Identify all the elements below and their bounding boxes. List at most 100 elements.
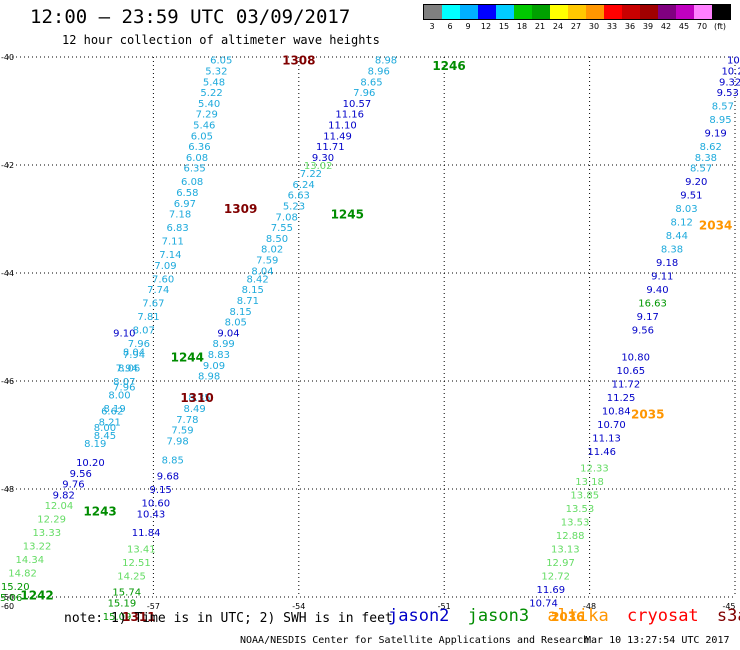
swh-value-label: 14.34 (15, 555, 44, 566)
legend-cryosat: cryosat (627, 606, 699, 626)
swh-value-label: 15.20 (1, 582, 30, 593)
swh-value-label: 7.55 (271, 223, 293, 234)
swh-value-label: 16.63 (638, 299, 667, 310)
swh-value-label: 13.33 (32, 528, 61, 539)
swh-value-label: 7.59 (171, 426, 193, 437)
color-scale-cell (532, 5, 550, 19)
swh-value-label: 8.85 (162, 455, 184, 466)
pass-time-label: 2034 (699, 218, 732, 232)
swh-value-label: 11.71 (316, 142, 345, 153)
swh-value-label: 8.07 (133, 326, 155, 337)
swh-value-label: 11.49 (323, 131, 352, 142)
swh-value-label: 10.2 (721, 67, 740, 78)
swh-value-label: 5.48 (203, 77, 225, 88)
swh-value-label: 13.22 (23, 542, 52, 553)
color-scale-cell (460, 5, 478, 19)
swh-value-label: 5.22 (200, 88, 222, 99)
swh-value-label: 13.18 (575, 477, 604, 488)
color-scale-cell (694, 5, 712, 19)
swh-value-label: 12.72 (541, 571, 570, 582)
pass-time-label: 1243 (83, 505, 116, 519)
color-scale-cell (712, 5, 730, 19)
color-scale-legend: 3 6 9 12 15 18 21 24 27 30 33 36 39 42 45 70 (ft) (423, 4, 731, 32)
page-title: 12:00 — 23:59 UTC 03/09/2017 (30, 6, 351, 28)
swh-value-label: 9.20 (685, 177, 707, 188)
color-scale-label: 15 (498, 22, 510, 31)
swh-value-label: 8.19 (103, 404, 125, 415)
swh-value-label: 11.46 (587, 447, 616, 458)
swh-value-label: 7.09 (154, 261, 176, 272)
swh-value-label: 6.08 (181, 177, 203, 188)
pass-time-label: 1310 (180, 391, 213, 405)
swh-value-label: 15.19 (108, 598, 137, 609)
legend-jason3: jason3 (467, 606, 530, 626)
swh-value-label: 15.06 (0, 593, 22, 604)
swh-value-label: 9.53 (717, 88, 739, 99)
swh-value-label: 7.59 (256, 256, 278, 267)
swh-value-label: 9.04 (217, 328, 239, 339)
color-scale-cell (568, 5, 586, 19)
swh-value-label: 12.29 (37, 515, 66, 526)
color-scale-cell (658, 5, 676, 19)
swh-value-label: 9.15 (150, 485, 172, 496)
y-tick-label: -48 (1, 485, 14, 494)
swh-value-label: 13.53 (561, 517, 590, 528)
swh-value-label: 8.04 (123, 347, 145, 358)
swh-value-label: 7.96 (113, 382, 135, 393)
color-scale-cell (640, 5, 658, 19)
swh-value-label: 10.43 (137, 509, 166, 520)
color-scale-label: 42 (660, 22, 672, 31)
color-scale-label: 18 (516, 22, 528, 31)
color-scale-cell (586, 5, 604, 19)
swh-value-label: 14.82 (8, 569, 37, 580)
color-scale-label: (ft) (713, 22, 727, 31)
swh-value-label: 8.03 (675, 204, 697, 215)
swh-value-label: 7.96 (128, 339, 150, 350)
footer: NOAA/NESDIS Center for Satellite Applica… (240, 635, 730, 646)
color-scale-cell (514, 5, 532, 19)
swh-value-label: 15.74 (112, 588, 141, 599)
swh-value-label: 9.51 (680, 191, 702, 202)
swh-value-label: 6.35 (183, 164, 205, 175)
corner-tick-label: -60 (1, 602, 14, 611)
swh-value-label: 5.46 (193, 121, 215, 132)
color-scale-label: 30 (588, 22, 600, 31)
swh-value-label: 8.57 (690, 164, 712, 175)
swh-value-label: 12.33 (580, 463, 609, 474)
swh-value-label: 7.22 (300, 169, 322, 180)
y-tick-label: -44 (1, 269, 14, 278)
swh-value-label: 5.32 (205, 67, 227, 78)
swh-value-label: 8.83 (208, 350, 230, 361)
swh-value-label: 6.83 (167, 223, 189, 234)
swh-value-label: 8.49 (183, 404, 205, 415)
swh-value-label: 9.76 (62, 480, 84, 491)
swh-value-label: 9.10 (113, 328, 135, 339)
swh-value-label: 8.44 (666, 231, 688, 242)
swh-value-label: 7.60 (152, 274, 174, 285)
pass-time-label: 2036 (551, 610, 584, 624)
color-scale-swatches (423, 4, 731, 20)
y-tick-label: -40 (1, 53, 14, 62)
color-scale-cell (424, 5, 442, 19)
swh-value-label: 8.38 (695, 153, 717, 164)
swh-value-label: 7.94 (116, 364, 138, 375)
swh-value-label: 7.78 (176, 415, 198, 426)
swh-value-label: 6.05 (210, 56, 232, 67)
swh-value-label: 8.19 (84, 439, 106, 450)
swh-value-label: 9.30 (312, 153, 334, 164)
swh-value-label: 8.62 (700, 142, 722, 153)
swh-value-label: 8.12 (671, 218, 693, 229)
color-scale-cell (496, 5, 514, 19)
color-scale-label: 39 (642, 22, 654, 31)
color-scale-label: 21 (534, 22, 546, 31)
x-tick-label: -54 (292, 602, 305, 611)
swh-value-label: 15.09 (103, 612, 132, 623)
swh-value-label: 8.15 (242, 285, 264, 296)
swh-value-label: 8.06 (118, 364, 140, 375)
swh-value-label: 7.18 (169, 210, 191, 221)
color-scale-label: 70 (696, 22, 708, 31)
color-scale-cell (442, 5, 460, 19)
swh-value-label: 10.84 (602, 407, 631, 418)
pass-time-label: 2035 (631, 407, 664, 421)
x-tick-label: -48 (583, 602, 596, 611)
